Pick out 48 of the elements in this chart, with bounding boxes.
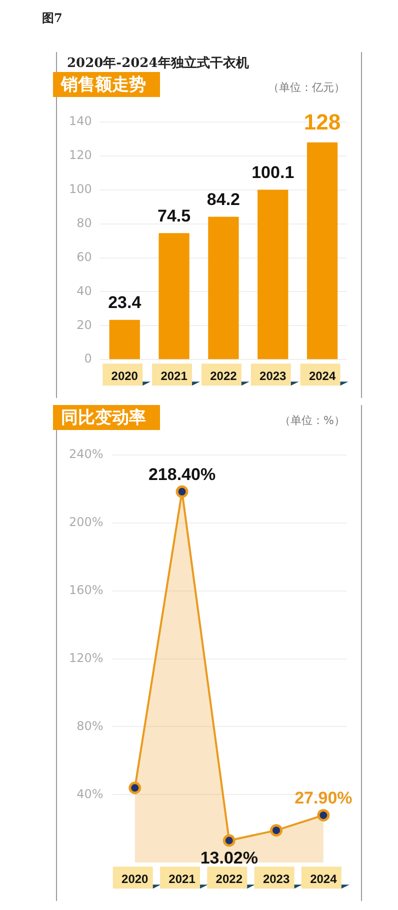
y-tick-label: 40 <box>76 284 92 298</box>
y-tick-label: 40% <box>76 786 104 801</box>
data-label: 128 <box>304 109 341 134</box>
y-tick-label: 240% <box>68 447 104 462</box>
y-tick-label: 120 <box>69 148 92 162</box>
bar <box>306 142 338 360</box>
x-tick-label: 2024 <box>308 369 336 384</box>
point <box>270 824 283 837</box>
caption: 图7 <box>42 10 62 27</box>
data-label: 23.4 <box>108 293 142 312</box>
data-label: 74.5 <box>157 206 191 226</box>
x-tick-label: 2020 <box>122 872 149 886</box>
text: （单位：亿元） <box>268 80 345 95</box>
chart-subtitle: 销售额走势 <box>53 72 160 97</box>
point <box>222 834 236 847</box>
x-tick-label: 2021 <box>168 872 196 886</box>
data-label: 27.90% <box>294 788 352 808</box>
x-tick-label: 2021 <box>160 369 188 384</box>
y-tick-label: 20 <box>76 318 92 332</box>
point <box>317 808 330 822</box>
x-tick-label: 2022 <box>210 369 238 384</box>
y-tick-label: 140 <box>69 114 92 128</box>
text: （单位：%） <box>280 413 345 428</box>
bar <box>258 190 288 360</box>
point <box>128 782 142 794</box>
y-tick-label: 80% <box>76 718 104 733</box>
y-tick-label: 200% <box>68 515 104 530</box>
point <box>176 485 188 498</box>
chart-subtitle: 同比变动率 <box>53 405 160 430</box>
data-label: 13.02% <box>200 848 258 868</box>
data-label: 100.1 <box>252 162 294 182</box>
data-label: 84.2 <box>206 190 240 209</box>
data-label: 218.40% <box>148 464 216 484</box>
bar <box>109 320 140 360</box>
chart-title: 2020年-2024年独立式干衣机 <box>67 54 250 72</box>
y-tick-label: 0 <box>84 352 92 366</box>
y-tick-label: 80 <box>76 216 92 230</box>
x-tick-label: 2020 <box>111 369 138 384</box>
y-tick-label: 160% <box>68 582 104 597</box>
x-tick-label: 2022 <box>216 872 243 886</box>
y-tick-label: 100 <box>69 182 92 196</box>
bar <box>158 233 190 360</box>
y-tick-label: 60 <box>76 250 92 264</box>
x-tick-label: 2024 <box>310 872 338 886</box>
y-tick-label: 120% <box>68 650 104 665</box>
x-tick-label: 2023 <box>260 369 287 384</box>
x-tick-label: 2023 <box>262 872 290 886</box>
bar <box>208 216 239 360</box>
